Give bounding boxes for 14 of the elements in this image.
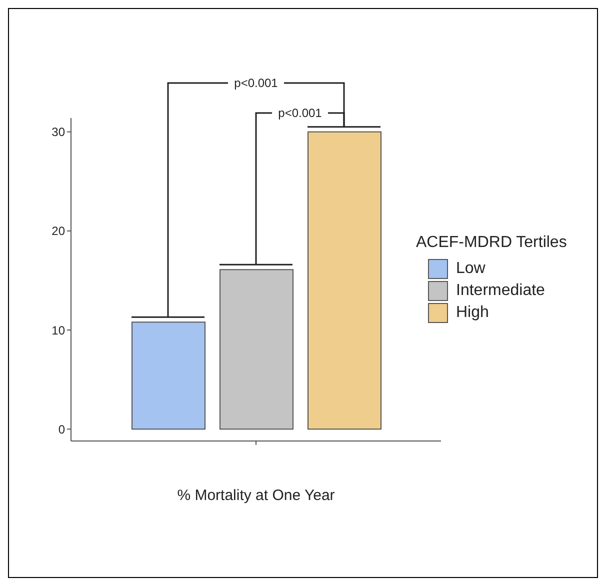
legend-label: High	[456, 304, 489, 322]
y-tick-label: 10	[52, 323, 66, 338]
legend-label: Intermediate	[456, 282, 545, 300]
annotation: p<0.001	[278, 106, 322, 120]
legend-title: ACEF-MDRD Tertiles	[416, 234, 567, 252]
y-tick-label: 0	[58, 422, 66, 436]
y-tick-label: 20	[52, 224, 66, 238]
text: p<0.001	[234, 76, 278, 90]
x-axis-title: % Mortality at One Year	[176, 487, 336, 504]
bar	[308, 131, 382, 430]
y-tick-label: 30	[52, 125, 66, 140]
bar	[132, 322, 206, 430]
legend-label: Low	[456, 260, 486, 278]
bar	[220, 269, 294, 430]
